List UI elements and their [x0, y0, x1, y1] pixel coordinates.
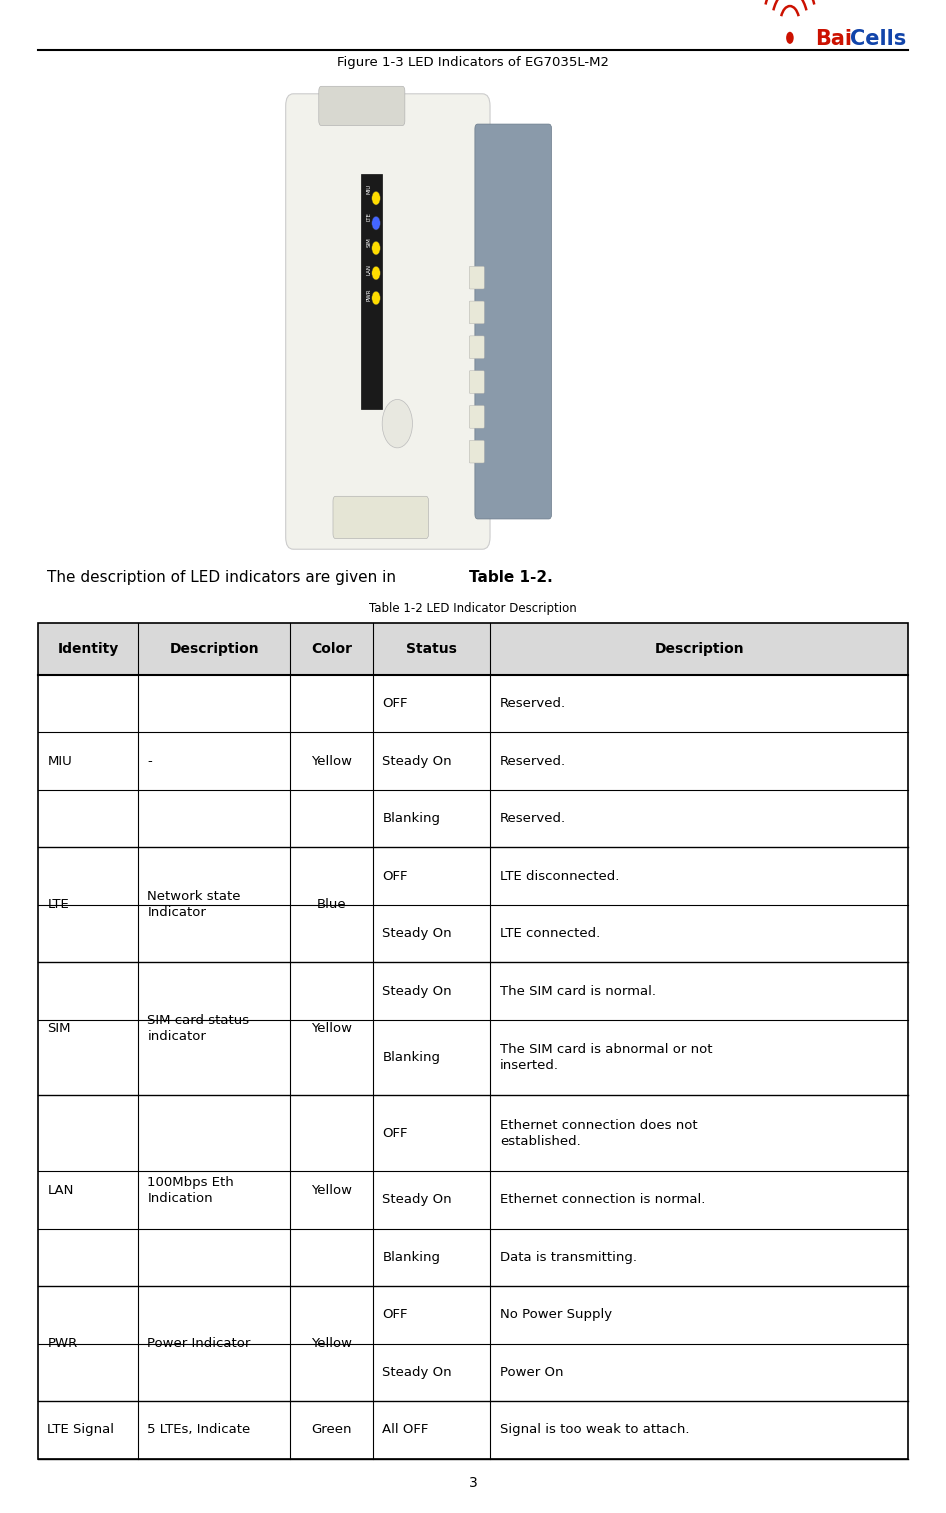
Text: Status: Status	[406, 642, 457, 657]
Text: OFF: OFF	[382, 1127, 408, 1139]
Text: Power Indicator: Power Indicator	[148, 1337, 251, 1350]
Circle shape	[372, 191, 380, 206]
Text: Signal is too weak to attach.: Signal is too weak to attach.	[499, 1424, 690, 1436]
Text: SIM: SIM	[47, 1023, 71, 1035]
Bar	[142, 83, 804, 552]
Text: Ethernet connection does not
established.: Ethernet connection does not established…	[499, 1118, 697, 1148]
Text: LTE Signal: LTE Signal	[47, 1424, 114, 1436]
Text: Network state
Indicator: Network state Indicator	[148, 890, 241, 920]
FancyBboxPatch shape	[469, 440, 484, 463]
Text: OFF: OFF	[382, 697, 408, 710]
Text: PWR: PWR	[47, 1337, 78, 1350]
Text: Reserved.: Reserved.	[499, 697, 566, 710]
Text: No Power Supply: No Power Supply	[499, 1309, 612, 1321]
Text: Description: Description	[655, 642, 745, 657]
Text: PWR: PWR	[367, 289, 372, 301]
Text: MIU: MIU	[47, 755, 72, 767]
Text: OFF: OFF	[382, 870, 408, 882]
FancyBboxPatch shape	[469, 405, 484, 428]
Text: 100Mbps Eth
Indication: 100Mbps Eth Indication	[148, 1176, 235, 1206]
Text: 3: 3	[468, 1475, 478, 1490]
Text: Steady On: Steady On	[382, 1194, 452, 1206]
FancyBboxPatch shape	[469, 371, 484, 393]
Text: Blanking: Blanking	[382, 812, 441, 825]
Text: Blue: Blue	[317, 899, 346, 911]
Text: Yellow: Yellow	[311, 1337, 352, 1350]
Text: Steady On: Steady On	[382, 927, 452, 940]
Text: Blanking: Blanking	[382, 1251, 441, 1263]
Text: Steady On: Steady On	[382, 1366, 452, 1378]
FancyBboxPatch shape	[469, 336, 484, 359]
Text: All OFF: All OFF	[382, 1424, 429, 1436]
Text: Yellow: Yellow	[311, 1185, 352, 1197]
Text: Green: Green	[311, 1424, 352, 1436]
Text: -: -	[148, 755, 152, 767]
Circle shape	[372, 266, 380, 280]
Text: LAN: LAN	[367, 263, 372, 275]
Circle shape	[372, 216, 380, 230]
Text: LAN: LAN	[47, 1185, 74, 1197]
Text: Identity: Identity	[58, 642, 118, 657]
FancyBboxPatch shape	[475, 124, 552, 519]
Circle shape	[372, 241, 380, 256]
Text: Bai: Bai	[815, 29, 852, 50]
Text: LTE: LTE	[367, 212, 372, 221]
Bar	[38, 623, 908, 675]
Bar	[38, 623, 908, 1459]
Text: Ethernet connection is normal.: Ethernet connection is normal.	[499, 1194, 705, 1206]
FancyBboxPatch shape	[469, 266, 484, 289]
Bar	[38, 623, 908, 1459]
Text: Reserved.: Reserved.	[499, 812, 566, 825]
Text: The description of LED indicators are given in: The description of LED indicators are gi…	[47, 570, 401, 586]
Text: The SIM card is abnormal or not
inserted.: The SIM card is abnormal or not inserted…	[499, 1042, 712, 1073]
Text: Reserved.: Reserved.	[499, 755, 566, 767]
Text: 5 LTEs, Indicate: 5 LTEs, Indicate	[148, 1424, 251, 1436]
Text: The SIM card is normal.: The SIM card is normal.	[499, 985, 656, 997]
Text: Table 1-2.: Table 1-2.	[469, 570, 553, 586]
Text: Yellow: Yellow	[311, 1023, 352, 1035]
Text: SIM: SIM	[367, 238, 372, 247]
Circle shape	[372, 292, 380, 306]
Text: Blanking: Blanking	[382, 1052, 441, 1064]
Bar	[361, 174, 382, 409]
Text: MIU: MIU	[367, 185, 372, 194]
Text: Figure 1-3 LED Indicators of EG7035L-M2: Figure 1-3 LED Indicators of EG7035L-M2	[337, 56, 609, 68]
Text: Description: Description	[169, 642, 259, 657]
FancyBboxPatch shape	[286, 94, 490, 549]
Text: Data is transmitting.: Data is transmitting.	[499, 1251, 637, 1263]
Text: SIM card status
indicator: SIM card status indicator	[148, 1014, 250, 1044]
FancyBboxPatch shape	[469, 301, 484, 324]
Text: LTE disconnected.: LTE disconnected.	[499, 870, 620, 882]
Circle shape	[382, 399, 412, 448]
Text: Power On: Power On	[499, 1366, 564, 1378]
Text: Cells: Cells	[850, 29, 905, 50]
Text: LTE: LTE	[47, 899, 69, 911]
FancyBboxPatch shape	[333, 496, 429, 539]
Text: Color: Color	[311, 642, 352, 657]
Text: Yellow: Yellow	[311, 755, 352, 767]
Circle shape	[786, 32, 794, 44]
Text: Table 1-2 LED Indicator Description: Table 1-2 LED Indicator Description	[369, 602, 577, 614]
Text: OFF: OFF	[382, 1309, 408, 1321]
Text: LTE connected.: LTE connected.	[499, 927, 600, 940]
Text: Steady On: Steady On	[382, 985, 452, 997]
FancyBboxPatch shape	[319, 86, 405, 126]
Text: Steady On: Steady On	[382, 755, 452, 767]
